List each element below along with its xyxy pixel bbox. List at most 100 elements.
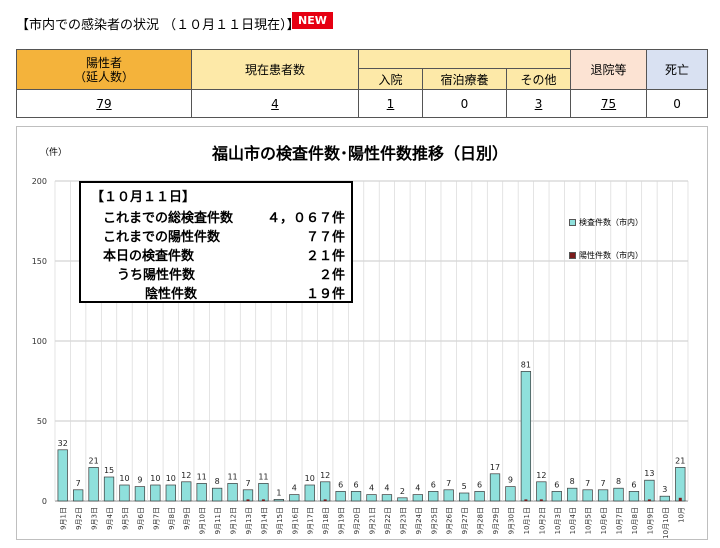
x-tick-label: 10月7日 [616, 507, 624, 534]
x-tick-label: 10月5日 [585, 507, 593, 534]
y-tick-label: 0 [42, 497, 47, 506]
data-label: 13 [644, 469, 654, 478]
current-patients-header: 現在患者数 [191, 49, 359, 90]
test-count-bar [134, 486, 146, 502]
test-count-bar [613, 487, 624, 502]
data-label: 6 [354, 480, 359, 489]
positive-count-bar [539, 499, 543, 501]
positive-count-bar [246, 499, 250, 501]
data-label: 21 [675, 456, 685, 465]
test-count-bar [397, 497, 408, 502]
x-tick-label: 10月4日 [569, 507, 577, 534]
data-label: 4 [415, 484, 420, 493]
test-count-bar [412, 494, 423, 502]
test-count-bar [675, 467, 686, 502]
x-tick-label: 9月23日 [399, 507, 407, 534]
hospital-value[interactable]: 1 [358, 89, 423, 118]
test-count-bar [489, 473, 501, 502]
x-tick-label: 9月2日 [75, 507, 83, 530]
legend-swatch [569, 252, 576, 259]
note-date: 【１０月１１日】 [91, 190, 196, 205]
x-tick-label: 10月8日 [631, 507, 639, 534]
test-count-bar [536, 481, 547, 502]
test-count-bar [567, 487, 578, 502]
legend-item: 陽性件数（市内） [569, 250, 643, 261]
data-label: 3 [662, 485, 667, 494]
x-tick-label: 10月6日 [600, 507, 608, 534]
data-label: 8 [570, 477, 575, 486]
test-count-bar [443, 489, 454, 502]
legend-swatch [569, 219, 576, 226]
x-tick-label: 9月30日 [507, 507, 515, 534]
discharged-value[interactable]: 75 [570, 89, 648, 118]
x-tick-label: 9月29日 [492, 507, 500, 534]
x-tick-label: 9月18日 [322, 507, 330, 534]
death-value: 0 [646, 89, 709, 118]
test-count-bar [227, 483, 238, 502]
positive-count-bar [261, 499, 265, 501]
data-label: 12 [536, 471, 546, 480]
x-tick-label: 9月19日 [338, 507, 346, 534]
data-label: 11 [197, 472, 207, 481]
page-header: 【市内での感染者の状況 （１０月１１日現在）】 [16, 18, 300, 33]
data-label: 10 [119, 474, 129, 483]
data-label: 7 [585, 479, 590, 488]
data-label: 7 [245, 479, 250, 488]
test-count-bar [366, 494, 377, 502]
test-count-bar [88, 467, 99, 502]
test-count-bar [474, 491, 485, 502]
x-tick-label: 9月24日 [415, 507, 423, 534]
data-label: 2 [400, 487, 405, 496]
data-label: 17 [490, 463, 500, 472]
x-tick-label: 10月3日 [554, 507, 562, 534]
other-value[interactable]: 3 [505, 89, 572, 118]
x-tick-label: 10月1日 [523, 507, 531, 534]
positives-value[interactable]: 79 [16, 89, 192, 118]
x-tick-label: 10月 [677, 507, 685, 523]
test-count-bar [181, 481, 192, 502]
positives-header: 陽性者 （延人数） [16, 49, 192, 90]
test-count-bar [335, 491, 346, 502]
note-row-label: これまでの陽性件数 [103, 230, 221, 245]
y-tick-label: 150 [32, 257, 47, 266]
note-row-value: ２１件 [305, 249, 345, 264]
positive-count-bar [678, 497, 682, 501]
test-count-bar [150, 484, 161, 502]
note-row-label: これまでの総検査件数 [103, 211, 234, 226]
current-value[interactable]: 4 [191, 89, 359, 118]
positive-count-bar [647, 499, 651, 501]
current-subheader-spacer [357, 49, 572, 69]
test-count-bar [242, 489, 254, 502]
x-tick-label: 9月4日 [106, 507, 114, 530]
data-label: 7 [601, 479, 606, 488]
hotel-header: 宿泊療養 [422, 68, 507, 90]
legend-label: 検査件数（市内） [579, 218, 643, 227]
test-count-bar [659, 495, 670, 502]
data-label: 8 [215, 477, 220, 486]
x-tick-label: 9月16日 [291, 507, 299, 534]
data-label: 9 [508, 476, 513, 485]
test-count-bar [57, 449, 68, 502]
test-count-bar [103, 476, 115, 502]
x-tick-label: 9月26日 [446, 507, 454, 534]
test-count-bar [165, 484, 176, 502]
data-label: 8 [616, 477, 621, 486]
x-tick-label: 9月13日 [245, 507, 253, 534]
x-tick-label: 9月20日 [353, 507, 361, 534]
discharged-header: 退院等 [570, 49, 648, 90]
note-row-value: １９件 [305, 287, 345, 302]
note-row-value: ２件 [318, 268, 345, 283]
note-row-label: 本日の検査件数 [103, 249, 195, 264]
data-label: 32 [58, 439, 68, 448]
data-label: 9 [137, 476, 142, 485]
x-tick-label: 9月27日 [461, 507, 469, 534]
new-badge: NEW [292, 12, 333, 29]
test-count-bar [119, 484, 130, 502]
x-tick-label: 9月5日 [121, 507, 129, 530]
test-count-bar [289, 494, 300, 502]
y-tick-label: 100 [32, 337, 47, 346]
x-tick-label: 9月11日 [214, 507, 222, 534]
x-tick-label: 10月9日 [646, 507, 654, 534]
test-count-bar [196, 483, 207, 502]
